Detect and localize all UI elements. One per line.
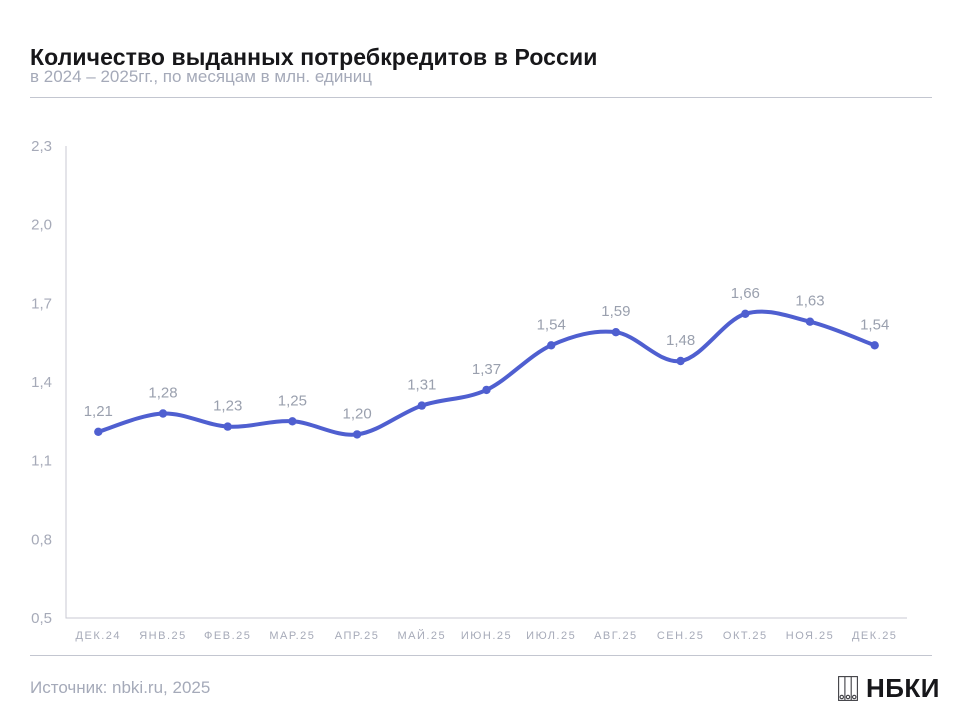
data-point-label: 1,31 xyxy=(407,377,436,394)
x-tick-label: МАР.25 xyxy=(269,630,315,642)
data-point-label: 1,28 xyxy=(148,385,177,402)
source-text: Источник: nbki.ru, 2025 xyxy=(30,678,211,697)
page-subtitle: в 2024 – 2025гг., по месяцам в млн. един… xyxy=(30,67,372,86)
data-point xyxy=(870,341,879,350)
nbki-logo: НБКИ xyxy=(838,675,940,701)
data-point-label: 1,59 xyxy=(601,303,630,320)
x-tick-label: АВГ.25 xyxy=(594,630,638,642)
y-tick-label: 2,0 xyxy=(31,217,52,234)
y-tick-label: 1,1 xyxy=(31,453,52,470)
x-tick-label: ДЕК.25 xyxy=(852,630,898,642)
data-point xyxy=(223,422,232,431)
x-tick-label: АПР.25 xyxy=(335,630,380,642)
y-tick-label: 1,4 xyxy=(31,374,52,391)
data-point xyxy=(547,341,556,350)
line-chart-canvas: 0,5 0,8 1,1 1,4 1,7 2,0 2,3 ДЕК.24 ЯНВ.25 ФЕВ.25 М… xyxy=(31,138,907,642)
data-point-label: 1,21 xyxy=(84,403,113,420)
x-tick-label: МАЙ.25 xyxy=(397,629,446,642)
x-tick-label: ИЮЛ.25 xyxy=(526,630,576,642)
y-tick-label: 0,5 xyxy=(31,610,52,627)
axis-spines xyxy=(65,146,907,619)
footer-divider xyxy=(30,655,932,656)
data-point-label: 1,48 xyxy=(666,332,695,349)
data-point xyxy=(611,328,621,337)
footer: Источник: nbki.ru, 2025 НБКИ xyxy=(30,668,940,708)
y-tick-label: 1,7 xyxy=(31,295,52,312)
data-point xyxy=(805,317,815,326)
data-point xyxy=(417,401,426,410)
data-point-label: 1,20 xyxy=(342,405,371,422)
x-tick-label: СЕН.25 xyxy=(657,630,705,642)
data-point-label: 1,37 xyxy=(472,361,501,378)
x-tick-label: ДЕК.24 xyxy=(76,630,122,642)
page-title: Количество выданных потребкредитов в Рос… xyxy=(30,44,598,71)
data-point-label: 1,54 xyxy=(860,316,889,333)
y-tick-label: 2,3 xyxy=(31,138,52,155)
data-point-label: 1,25 xyxy=(278,392,307,409)
data-point xyxy=(676,356,685,366)
data-point xyxy=(288,417,297,426)
data-point xyxy=(158,409,168,418)
y-tick-label: 0,8 xyxy=(31,531,52,548)
x-tick-label: ОКТ.25 xyxy=(723,630,768,642)
data-point-label: 1,63 xyxy=(795,293,824,310)
data-point xyxy=(482,385,491,395)
data-point-label: 1,23 xyxy=(213,398,242,415)
data-point-label: 1,66 xyxy=(731,285,760,302)
data-point xyxy=(741,309,750,318)
x-tick-label: НОЯ.25 xyxy=(786,630,835,642)
data-point xyxy=(94,427,103,436)
nbki-logo-text: НБКИ xyxy=(865,673,940,703)
x-tick-label: ФЕВ.25 xyxy=(204,630,251,642)
data-point-label: 1,54 xyxy=(537,316,566,333)
nbki-columns-icon xyxy=(838,675,858,701)
x-tick-label: ЯНВ.25 xyxy=(139,630,187,642)
x-tick-label: ИЮН.25 xyxy=(461,630,512,642)
data-point xyxy=(352,430,362,439)
line-chart: 0,5 0,8 1,1 1,4 1,7 2,0 2,3 ДЕК.24 ЯНВ.25 ФЕВ.25 М… xyxy=(0,110,960,650)
header-divider xyxy=(30,97,932,98)
